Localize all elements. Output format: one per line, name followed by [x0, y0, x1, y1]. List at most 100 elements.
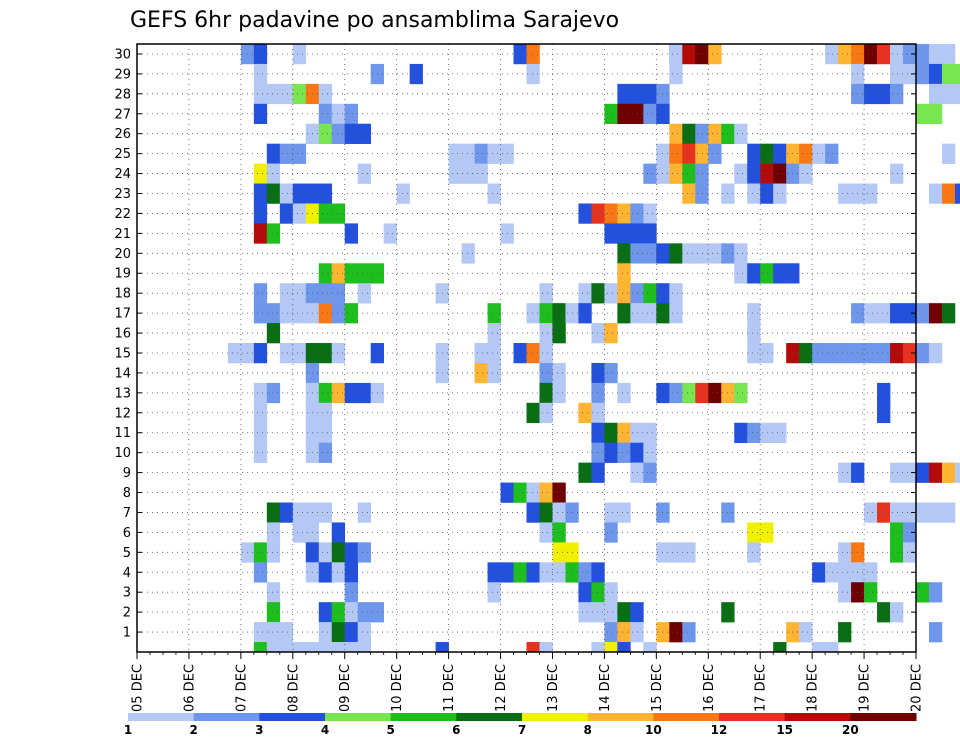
heat-cell [578, 582, 592, 603]
y-tick-label: 6 [123, 526, 131, 541]
heat-cell [890, 343, 904, 364]
heat-cell [487, 562, 501, 583]
heat-cell [928, 63, 943, 85]
heat-cell [539, 562, 553, 583]
heat-cell [604, 502, 618, 523]
heat-cell [643, 223, 657, 244]
heat-cell [773, 163, 787, 184]
heat-cell [266, 602, 281, 623]
heat-cell [812, 642, 826, 653]
heat-cell [669, 542, 683, 563]
heat-cell [695, 163, 709, 184]
heat-cell [331, 602, 346, 623]
heat-cell [279, 303, 294, 324]
heat-cell [838, 462, 852, 483]
heat-cell [344, 263, 359, 284]
heat-cell [890, 522, 904, 543]
heat-cell [825, 143, 839, 164]
heat-cell [552, 323, 566, 344]
heat-cell [890, 502, 904, 523]
heat-cell [864, 562, 878, 583]
heat-cell [253, 343, 268, 364]
heat-cell [292, 502, 307, 523]
heat-cell [344, 602, 359, 623]
heat-cell [604, 522, 618, 543]
heat-cell [695, 183, 709, 204]
heat-cell [253, 303, 268, 324]
heat-cell [461, 163, 475, 184]
heat-cell [682, 542, 696, 563]
heat-cell [669, 283, 683, 304]
heat-cell [474, 362, 488, 384]
y-tick-label: 14 [114, 366, 131, 381]
heat-cell [292, 522, 307, 543]
heat-cell [838, 622, 852, 643]
heat-cell [318, 283, 333, 304]
heat-cell [409, 63, 423, 85]
heat-cell [539, 323, 553, 344]
y-tick-label: 18 [114, 287, 131, 302]
heat-cell [864, 183, 878, 204]
heat-cell [695, 123, 709, 144]
y-ticks: 1234567891011121314151617181920212223242… [114, 47, 916, 641]
heat-cell [253, 562, 268, 583]
heat-cell [825, 562, 839, 583]
heat-cell [552, 482, 566, 503]
x-tick-label: 16 DEC [702, 664, 717, 712]
heat-cell [954, 63, 960, 85]
heat-cell [617, 223, 631, 244]
heat-cell [292, 283, 307, 304]
legend-swatch [390, 713, 457, 721]
heat-cell [357, 502, 371, 523]
heat-cell [253, 382, 268, 404]
heat-cell [695, 143, 709, 164]
y-tick-label: 26 [114, 127, 131, 142]
legend-label: 1 [124, 723, 132, 737]
heat-cell [318, 123, 333, 144]
heat-cell [474, 143, 488, 164]
heat-cell [552, 562, 566, 583]
heat-cell [747, 303, 761, 324]
heat-cell [331, 642, 346, 653]
heat-cell [682, 183, 696, 204]
heat-cell [708, 143, 722, 164]
heat-cell [825, 44, 839, 65]
heat-cell [344, 223, 359, 244]
heat-cell [266, 582, 281, 603]
heat-cell [890, 83, 904, 105]
heat-cell [266, 183, 281, 204]
heat-cell [318, 103, 333, 125]
heat-cell [747, 183, 761, 204]
heat-cell [604, 103, 618, 125]
heat-cell [292, 642, 307, 653]
x-tick-label: 19 DEC [858, 664, 873, 712]
heat-cell [604, 622, 618, 643]
heat-cell [344, 562, 359, 583]
y-tick-label: 13 [114, 386, 131, 401]
heat-cell [253, 183, 268, 204]
heat-cell [734, 123, 748, 144]
heat-cell [279, 283, 294, 304]
heat-cell [396, 183, 410, 204]
legend-swatch [456, 713, 523, 721]
y-tick-label: 29 [114, 67, 131, 82]
heat-cell [941, 303, 956, 324]
y-tick-label: 11 [114, 426, 131, 441]
heat-cell [604, 223, 618, 244]
heat-cell [526, 343, 540, 364]
color-legend: 1 2 3 4 5 6 7 8 10 12 15 20 [124, 713, 917, 737]
heat-cell [266, 542, 281, 563]
heat-cell [669, 143, 683, 164]
heat-cell [344, 103, 359, 125]
heat-cell [643, 243, 657, 264]
heat-cell [682, 622, 696, 643]
heat-cell [877, 502, 891, 523]
heat-cell [812, 143, 826, 164]
heat-cell [747, 323, 761, 344]
y-tick-label: 20 [114, 247, 131, 262]
heat-cell [604, 203, 618, 224]
y-tick-label: 8 [123, 486, 131, 501]
heat-cell [344, 542, 359, 563]
heat-cell [941, 143, 956, 164]
x-tick-label: 14 DEC [598, 664, 613, 712]
